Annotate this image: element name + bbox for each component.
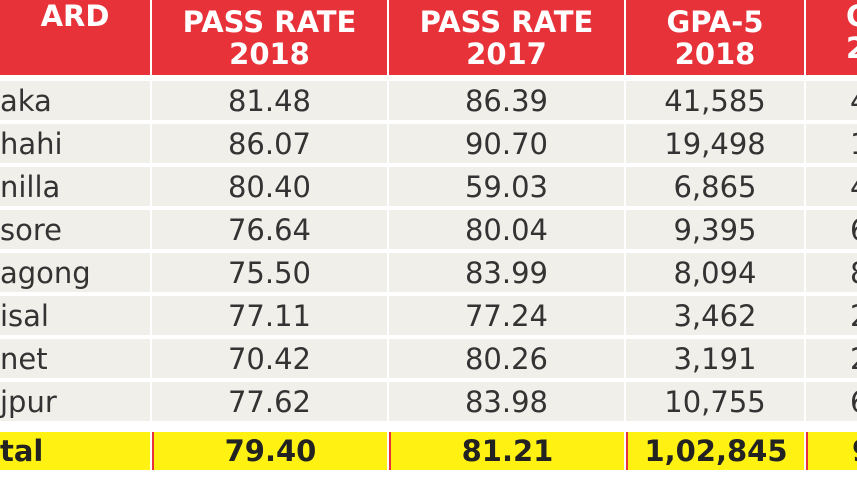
- value-cell: 2: [806, 296, 857, 335]
- board-name-cell: hahi: [0, 124, 150, 163]
- value-cell: 77.62: [152, 382, 387, 421]
- value-cell: 76.64: [152, 210, 387, 249]
- board-name-cell: sore: [0, 210, 150, 249]
- header-text: 2: [846, 31, 857, 65]
- value-cell: 41,585: [626, 81, 804, 120]
- value-cell: 3,191: [626, 339, 804, 378]
- total-row: tal 79.40 81.21 1,02,845 9: [0, 432, 857, 470]
- value-cell: 83.99: [389, 253, 624, 292]
- board-name-cell: isal: [0, 296, 150, 335]
- value-cell: 86.07: [152, 124, 387, 163]
- value-cell: 19,498: [626, 124, 804, 163]
- header-text: ARD: [40, 0, 110, 33]
- total-cell: 1,02,845: [626, 432, 804, 470]
- header-text: G: [846, 0, 857, 32]
- value-cell: 3,462: [626, 296, 804, 335]
- value-cell: 77.11: [152, 296, 387, 335]
- header-text: 2018: [229, 36, 310, 71]
- header-text: GPA-5: [666, 4, 764, 39]
- value-cell: 9,395: [626, 210, 804, 249]
- header-row: ARD PASS RATE 2018 PASS RATE 2017 GPA-5 201…: [0, 0, 857, 75]
- value-cell: 80.04: [389, 210, 624, 249]
- header-text: PASS RATE: [419, 4, 594, 39]
- value-cell: 80.26: [389, 339, 624, 378]
- header-text: 2018: [674, 36, 756, 71]
- value-cell: 83.98: [389, 382, 624, 421]
- value-cell: 2: [806, 339, 857, 378]
- value-cell: 10,755: [626, 382, 804, 421]
- board-name-cell: aka: [0, 81, 150, 120]
- header-gpa5-2017: G2: [806, 0, 857, 75]
- board-name-cell: nilla: [0, 167, 150, 206]
- value-cell: 90.70: [389, 124, 624, 163]
- value-cell: 8: [806, 253, 857, 292]
- board-name-cell: net: [0, 339, 150, 378]
- value-cell: 1: [806, 124, 857, 163]
- value-cell: 4: [806, 167, 857, 206]
- value-cell: 8,094: [626, 253, 804, 292]
- value-cell: 6,865: [626, 167, 804, 206]
- total-label: tal: [0, 432, 150, 470]
- value-cell: 80.40: [152, 167, 387, 206]
- total-cell: 79.40: [152, 432, 387, 470]
- board-name-cell: jpur: [0, 382, 150, 421]
- value-cell: 6: [806, 382, 857, 421]
- header-gpa5-2018: GPA-5 2018: [626, 0, 804, 75]
- total-cell: 81.21: [389, 432, 624, 470]
- header-pass-rate-2017: PASS RATE 2017: [389, 0, 624, 75]
- value-cell: 81.48: [152, 81, 387, 120]
- value-cell: 75.50: [152, 253, 387, 292]
- header-pass-rate-2018: PASS RATE 2018: [152, 0, 387, 75]
- value-cell: 77.24: [389, 296, 624, 335]
- value-cell: 6: [806, 210, 857, 249]
- header-text: 2017: [466, 36, 547, 71]
- value-cell: 59.03: [389, 167, 624, 206]
- board-name-cell: agong: [0, 253, 150, 292]
- header-board: ARD: [0, 0, 150, 75]
- header-text: PASS RATE: [182, 4, 357, 39]
- total-cell: 9: [806, 432, 857, 470]
- value-cell: 86.39: [389, 81, 624, 120]
- value-cell: 4: [806, 81, 857, 120]
- value-cell: 70.42: [152, 339, 387, 378]
